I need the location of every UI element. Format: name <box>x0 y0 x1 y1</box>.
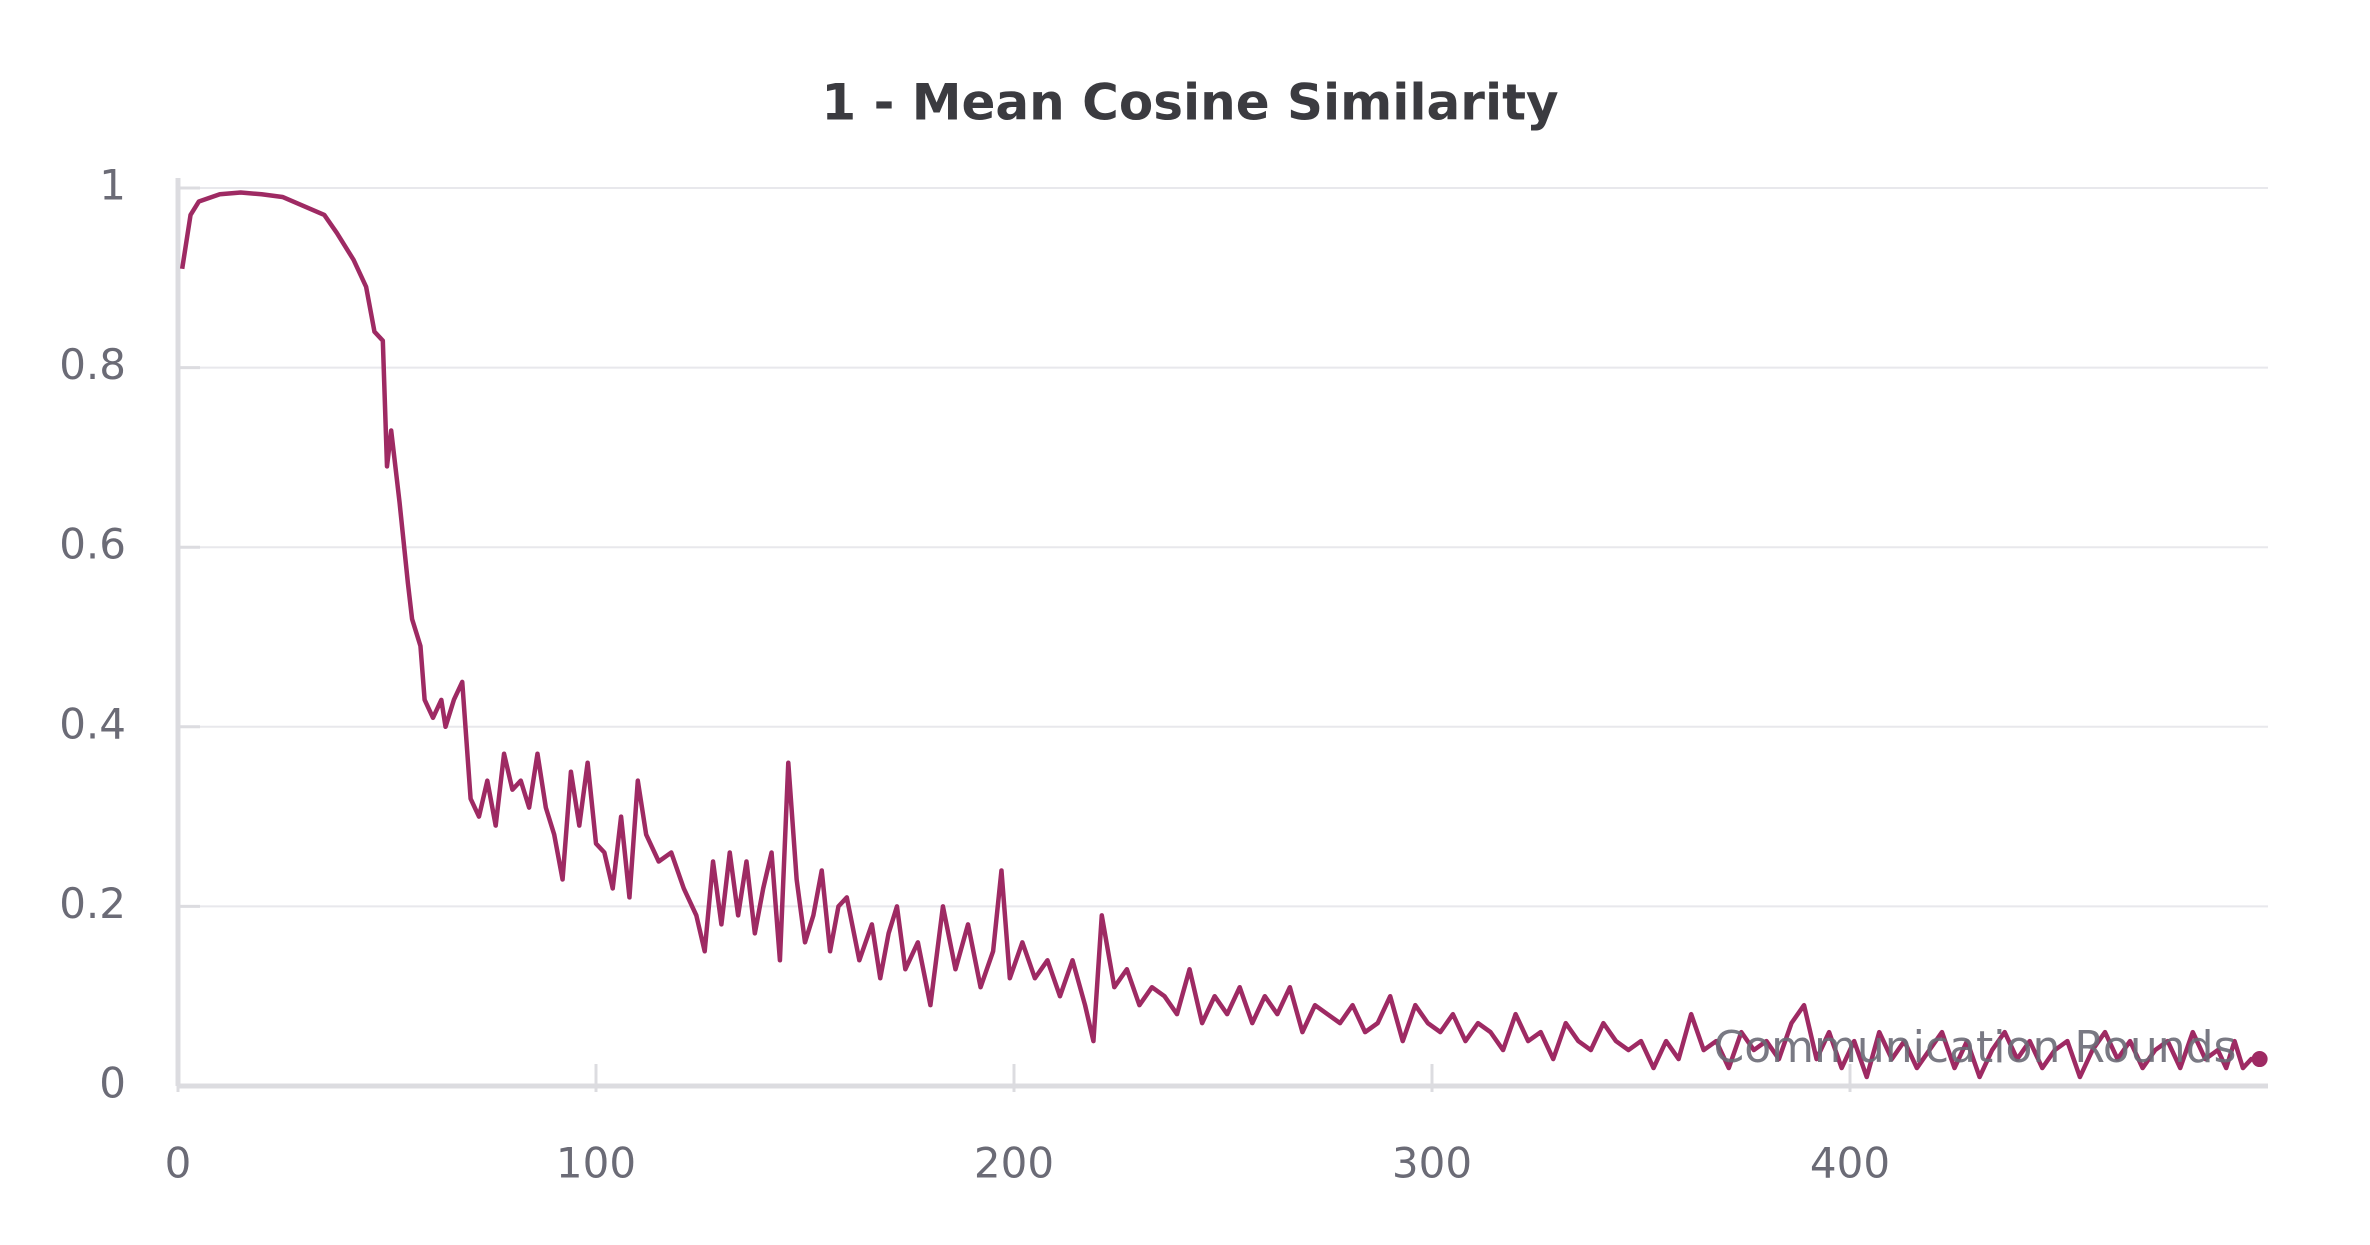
y-tick-label: 0.6 <box>59 520 126 569</box>
y-tick-label: 0 <box>99 1059 126 1108</box>
y-tick-label: 0.2 <box>59 879 126 928</box>
x-tick-label: 400 <box>1810 1139 1890 1188</box>
x-tick-label: 200 <box>974 1139 1054 1188</box>
x-tick-label: 300 <box>1392 1139 1472 1188</box>
x-tick-label: 0 <box>165 1139 192 1188</box>
x-axis-label: Communication Rounds <box>1714 1022 2237 1073</box>
chart-title: 1 - Mean Cosine Similarity <box>821 74 1558 132</box>
end-point <box>2251 1051 2268 1068</box>
line <box>179 190 2260 1080</box>
x-tick-label: 100 <box>556 1139 636 1188</box>
y-tick-label: 1 <box>99 161 126 210</box>
y-tick-label: 0.8 <box>59 340 126 389</box>
y-tick-label: 0.4 <box>59 699 126 748</box>
